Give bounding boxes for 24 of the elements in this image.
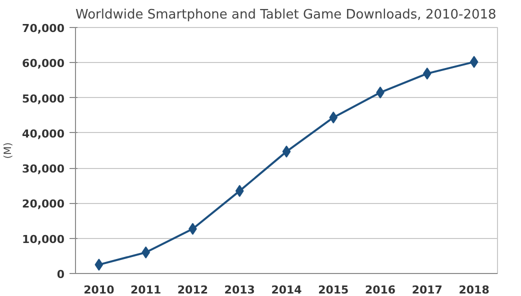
y-tick-label: 70,000	[22, 22, 65, 35]
y-tick-label: 50,000	[22, 92, 65, 106]
x-tick-label: 2010	[84, 284, 115, 296]
y-tick-label: 20,000	[22, 198, 65, 211]
y-tick-label: 0	[56, 268, 65, 281]
point	[329, 111, 338, 124]
y-tick-label: 30,000	[22, 162, 65, 176]
x-tick-label: 2016	[364, 284, 396, 296]
x-tick-label: 2011	[130, 284, 162, 296]
x-tick-label: 2013	[224, 284, 255, 296]
y-tick-label: 10,000	[22, 232, 65, 246]
y-tick-label: 40,000	[22, 127, 65, 140]
x-tick-label: 2018	[458, 284, 490, 296]
point	[282, 146, 291, 158]
x-tick-label: 2015	[318, 284, 349, 296]
x-tick-label: 2017	[412, 284, 442, 296]
y-tick-label: 60,000	[22, 57, 65, 70]
y-axis-title: (M)	[3, 142, 14, 159]
x-tick-label: 2014	[271, 284, 302, 296]
chart-title: Worldwide Smartphone and Tablet Game Downloads, 2010-2018	[76, 8, 496, 22]
point	[470, 56, 478, 68]
point	[94, 258, 104, 271]
point	[235, 184, 244, 197]
x-tick-label: 2012	[177, 284, 208, 296]
